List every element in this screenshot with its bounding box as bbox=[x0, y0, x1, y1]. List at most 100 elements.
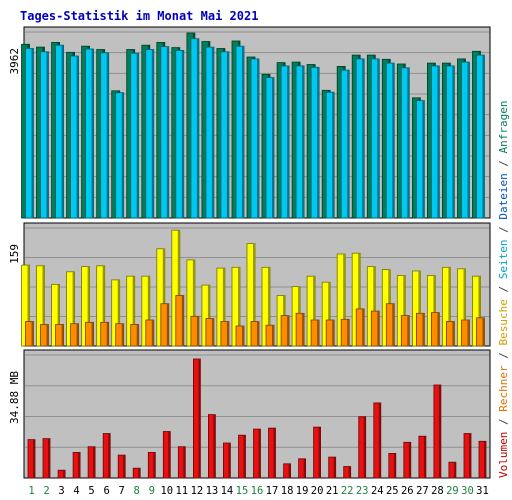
bar-shade-dateien-day-24 bbox=[377, 58, 380, 219]
xtick-day-22: 22 bbox=[341, 485, 354, 497]
xtick-day-16: 16 bbox=[251, 485, 264, 497]
bar-shade-besuche-day-27 bbox=[418, 271, 421, 346]
bar-shade-besuche-day-26 bbox=[403, 275, 406, 346]
bar-shade-volumen-day-7 bbox=[123, 455, 126, 478]
legend-part-6: Seiten bbox=[497, 240, 510, 280]
bar-shade-rechner-day-11 bbox=[181, 295, 184, 346]
bar-shade-dateien-day-4 bbox=[76, 56, 79, 218]
bar-shade-besuche-day-2 bbox=[42, 265, 45, 346]
bar-shade-rechner-day-24 bbox=[377, 311, 380, 346]
bar-shade-rechner-day-3 bbox=[61, 324, 64, 346]
top-ytick-label: 3962 bbox=[8, 48, 21, 75]
bar-shade-volumen-day-8 bbox=[138, 468, 141, 478]
bar-shade-rechner-day-12 bbox=[196, 316, 199, 346]
xtick-day-15: 15 bbox=[236, 485, 249, 497]
bar-shade-volumen-day-3 bbox=[63, 470, 66, 478]
bar-shade-volumen-day-31 bbox=[484, 441, 486, 478]
bar-shade-volumen-day-1 bbox=[33, 439, 35, 478]
bar-shade-besuche-day-4 bbox=[72, 271, 75, 346]
legend-part-2: Rechner bbox=[497, 365, 510, 412]
bar-shade-rechner-day-23 bbox=[362, 308, 365, 346]
xtick-day-7: 7 bbox=[119, 485, 125, 497]
bar-shade-dateien-day-25 bbox=[392, 63, 395, 218]
legend-part-9: / bbox=[497, 153, 510, 173]
bar-shade-besuche-day-24 bbox=[373, 266, 376, 346]
xtick-day-25: 25 bbox=[386, 485, 399, 497]
bar-shade-dateien-day-14 bbox=[226, 51, 229, 218]
bar-shade-volumen-day-19 bbox=[303, 458, 306, 478]
xtick-day-20: 20 bbox=[311, 485, 324, 497]
bar-shade-besuche-day-15 bbox=[238, 267, 240, 346]
bar-shade-rechner-day-20 bbox=[317, 320, 320, 346]
xtick-day-3: 3 bbox=[58, 485, 64, 497]
bar-shade-dateien-day-13 bbox=[211, 47, 214, 218]
xtick-day-26: 26 bbox=[401, 485, 414, 497]
bar-shade-rechner-day-17 bbox=[272, 325, 274, 346]
bar-shade-volumen-day-28 bbox=[438, 385, 441, 478]
bar-shade-besuche-day-14 bbox=[222, 268, 225, 346]
xtick-day-31: 31 bbox=[476, 485, 489, 497]
legend-part-4: Besuche bbox=[497, 299, 510, 345]
xtick-day-13: 13 bbox=[206, 485, 219, 497]
bar-shade-dateien-day-20 bbox=[317, 67, 320, 218]
bar-shade-rechner-day-5 bbox=[91, 322, 94, 346]
bar-shade-rechner-day-21 bbox=[332, 320, 335, 346]
legend-part-1: / bbox=[497, 412, 510, 432]
legend-part-7: / bbox=[497, 220, 510, 240]
bar-shade-volumen-day-16 bbox=[258, 429, 261, 478]
bar-shade-rechner-day-30 bbox=[467, 320, 470, 346]
xtick-day-23: 23 bbox=[356, 485, 369, 497]
bar-shade-dateien-day-26 bbox=[407, 67, 410, 218]
bar-shade-dateien-day-2 bbox=[46, 51, 49, 218]
legend-part-10: Anfragen bbox=[497, 100, 510, 153]
bar-shade-besuche-day-16 bbox=[253, 243, 255, 346]
bar-shade-besuche-day-29 bbox=[448, 267, 451, 346]
bar-shade-dateien-day-5 bbox=[91, 49, 94, 218]
xtick-day-8: 8 bbox=[134, 485, 140, 497]
bar-shade-dateien-day-29 bbox=[452, 65, 455, 219]
bar-shade-dateien-day-28 bbox=[437, 65, 440, 219]
bottom-panel: 34.88 MB bbox=[8, 349, 491, 479]
bar-shade-dateien-day-19 bbox=[302, 65, 305, 219]
bar-shade-dateien-day-7 bbox=[121, 92, 124, 218]
bar-shade-besuche-day-5 bbox=[87, 266, 90, 346]
bar-shade-dateien-day-3 bbox=[61, 45, 64, 219]
bar-shade-rechner-day-2 bbox=[46, 324, 49, 346]
xtick-day-24: 24 bbox=[371, 485, 384, 497]
bar-shade-volumen-day-13 bbox=[213, 414, 216, 478]
legend-part-5: / bbox=[497, 279, 510, 299]
bar-shade-besuche-day-6 bbox=[102, 265, 105, 346]
bar-shade-volumen-day-6 bbox=[108, 433, 111, 478]
bar-shade-dateien-day-12 bbox=[196, 38, 199, 219]
bar-shade-rechner-day-25 bbox=[392, 303, 395, 346]
bar-shade-rechner-day-22 bbox=[347, 319, 350, 346]
bar-shade-dateien-day-9 bbox=[151, 49, 154, 218]
bar-shade-besuche-day-3 bbox=[57, 284, 60, 346]
bar-shade-dateien-day-16 bbox=[257, 58, 259, 219]
bar-shade-volumen-day-2 bbox=[48, 438, 50, 478]
bar-shade-volumen-day-14 bbox=[228, 443, 231, 478]
xtick-day-29: 29 bbox=[446, 485, 459, 497]
xtick-day-10: 10 bbox=[160, 485, 173, 497]
top-panel: 3962 bbox=[8, 26, 491, 219]
bar-shade-rechner-day-15 bbox=[242, 326, 244, 346]
bar-shade-rechner-day-8 bbox=[136, 324, 139, 346]
bar-shade-rechner-day-9 bbox=[151, 320, 154, 346]
xtick-day-9: 9 bbox=[149, 485, 155, 497]
xtick-day-5: 5 bbox=[88, 485, 94, 497]
xtick-day-18: 18 bbox=[281, 485, 294, 497]
xtick-day-21: 21 bbox=[326, 485, 339, 497]
bar-shade-volumen-day-25 bbox=[393, 453, 396, 478]
bar-shade-volumen-day-9 bbox=[153, 452, 156, 478]
bar-shade-besuche-day-17 bbox=[268, 267, 270, 346]
bar-shade-rechner-day-10 bbox=[166, 303, 169, 346]
bar-shade-besuche-day-10 bbox=[162, 248, 165, 346]
bar-shade-besuche-day-31 bbox=[478, 276, 481, 346]
bar-shade-dateien-day-30 bbox=[467, 62, 470, 218]
bar-shade-dateien-day-6 bbox=[106, 52, 109, 218]
bar-shade-volumen-day-10 bbox=[168, 431, 171, 478]
bar-shade-dateien-day-27 bbox=[422, 100, 425, 218]
middle-ytick-label: 159 bbox=[8, 244, 21, 264]
